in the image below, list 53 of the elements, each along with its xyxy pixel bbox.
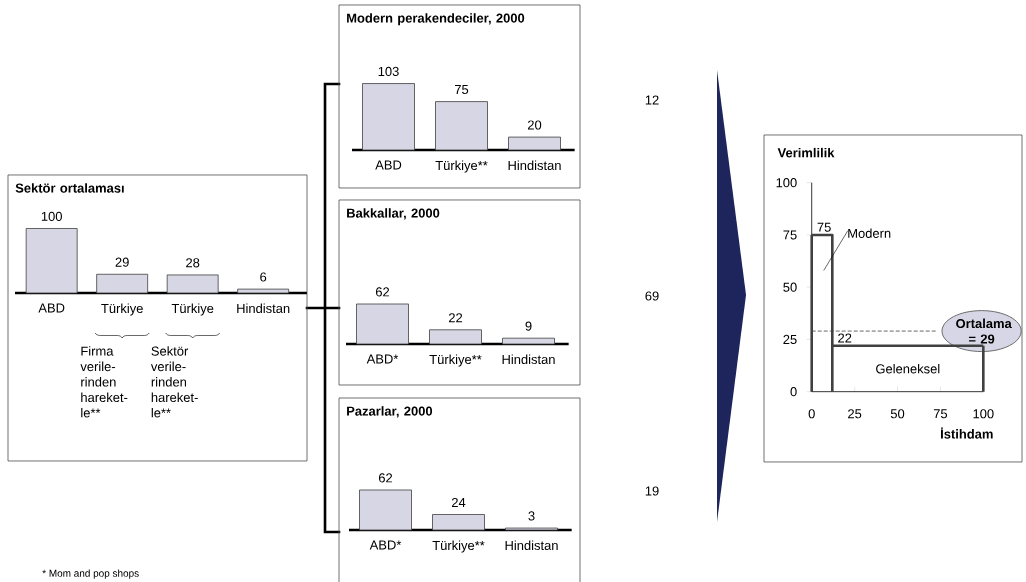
text: 12 [645,95,659,105]
y-tick-label: 50 [783,282,797,292]
x-tick-label: Hindistan [508,160,561,171]
data-label: 22 [448,313,463,323]
text: Sektör verile-rinden hareket-le** [150,346,198,418]
data-label: 103 [378,66,399,77]
data-label: 62 [378,473,393,483]
data-label: 75 [454,85,469,95]
y-tick-label: 75 [783,230,797,240]
annotation: Modern [848,228,891,238]
x-tick-label: Türkiye [171,303,214,316]
chart-title: Pazarlar, 2000 [347,406,433,418]
x-tick-label: Hindistan [237,303,290,314]
x-tick-label: 100 [973,409,994,419]
data-label: 28 [186,258,200,268]
data-label: 62 [375,287,390,297]
x-tick-label: ABD* [369,540,402,550]
x-tick-label: Hindistan [505,540,558,551]
data-label: 20 [527,120,542,130]
text: 19 [645,486,659,496]
y-tick-label: 0 [790,387,797,397]
x-tick-label: Türkiye** [435,160,488,173]
x-tick-label: 50 [890,409,905,419]
data-label: 100 [41,211,62,221]
y-tick-label: 25 [783,334,797,345]
x-tick-label: ABD [38,303,65,313]
x-tick-label: Türkiye** [429,354,482,367]
x-axis-title: İstihdam [941,427,993,439]
y-axis-title: Verimlilik [777,147,835,158]
data-label: 3 [528,511,535,521]
x-tick-label: Hindistan [502,354,555,365]
x-tick-label: ABD [375,160,402,170]
x-tick-label: 25 [848,409,862,419]
data-label: 22 [838,333,852,343]
y-tick-label: 100 [776,178,797,188]
x-tick-label: Türkiye** [432,540,485,553]
text: Firma verile-rinden hareket-le** [80,346,128,418]
data-label: 9 [525,321,532,331]
chart-title: Sektör ortalaması [15,183,124,193]
chart-title: Bakkallar, 2000 [347,208,440,220]
ref-line-label: Ortalama = 29 [956,318,1012,344]
data-label: 75 [817,222,831,232]
data-label: 6 [260,272,267,282]
x-tick-label: ABD* [366,354,399,364]
x-tick-label: 0 [808,409,815,419]
annotation: Geleneksel [876,363,940,374]
data-label: 29 [115,257,129,267]
x-tick-label: 75 [933,409,948,419]
data-label: 24 [451,497,466,507]
x-tick-label: Türkiye [101,303,143,316]
chart-title: Modern perakendeciler, 2000 [347,13,525,26]
text: * Mom and pop shops [42,569,139,579]
text: 69 [645,291,659,301]
